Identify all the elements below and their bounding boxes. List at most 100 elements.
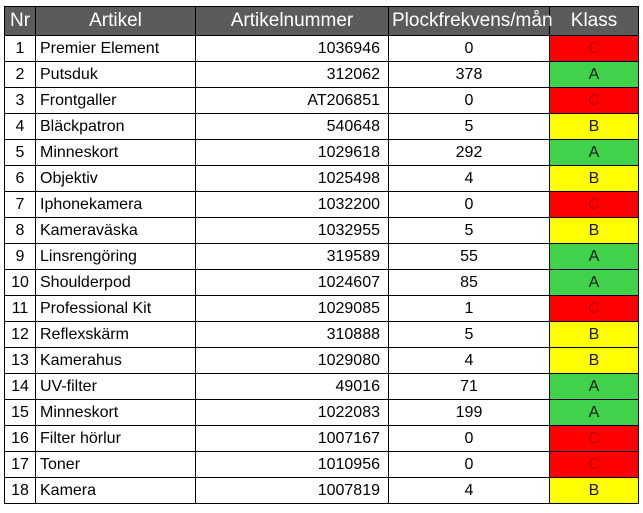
artikelnummer-cell: 1007167 [195, 425, 389, 452]
plockfrekvens-cell: 0 [388, 87, 550, 114]
nr-cell: 18 [4, 477, 36, 504]
artikel-cell: Iphonekamera [35, 191, 196, 218]
artikelnummer-cell: 1024607 [195, 269, 389, 296]
header-artikelnummer: Artikelnummer [195, 6, 389, 36]
artikel-cell: Reflexskärm [35, 321, 196, 348]
klass-cell: A [549, 61, 639, 88]
nr-cell: 4 [4, 113, 36, 140]
nr-cell: 15 [4, 399, 36, 426]
abc-classification-table: Nr Artikel Artikelnummer Plockfrekvens/m… [4, 6, 639, 504]
plockfrekvens-cell: 1 [388, 295, 550, 322]
plockfrekvens-cell: 4 [388, 477, 550, 504]
table-row: 1 Premier Element 1036946 0 C [4, 35, 639, 62]
nr-cell: 3 [4, 87, 36, 114]
artikel-cell: Kamerahus [35, 347, 196, 374]
table-row: 7 Iphonekamera 1032200 0 C [4, 191, 639, 218]
plockfrekvens-cell: 0 [388, 35, 550, 62]
nr-cell: 6 [4, 165, 36, 192]
plockfrekvens-cell: 71 [388, 373, 550, 400]
table-row: 8 Kameraväska 1032955 5 B [4, 217, 639, 244]
artikel-cell: Putsduk [35, 61, 196, 88]
artikelnummer-cell: 1029618 [195, 139, 389, 166]
plockfrekvens-cell: 5 [388, 321, 550, 348]
artikelnummer-cell: 1029085 [195, 295, 389, 322]
klass-cell: C [549, 295, 639, 322]
klass-cell: C [549, 87, 639, 114]
nr-cell: 14 [4, 373, 36, 400]
artikelnummer-cell: 1010956 [195, 451, 389, 478]
klass-cell: C [549, 35, 639, 62]
table-row: 5 Minneskort 1029618 292 A [4, 139, 639, 166]
artikelnummer-cell: 1032200 [195, 191, 389, 218]
klass-cell: B [549, 165, 639, 192]
table-row: 11 Professional Kit 1029085 1 C [4, 295, 639, 322]
table-row: 3 Frontgaller AT206851 0 C [4, 87, 639, 114]
klass-cell: A [549, 139, 639, 166]
table-row: 6 Objektiv 1025498 4 B [4, 165, 639, 192]
table-row: 2 Putsduk 312062 378 A [4, 61, 639, 88]
table-row: 9 Linsrengöring 319589 55 A [4, 243, 639, 270]
artikel-cell: Filter hörlur [35, 425, 196, 452]
table-row: 10 Shoulderpod 1024607 85 A [4, 269, 639, 296]
table-row: 12 Reflexskärm 310888 5 B [4, 321, 639, 348]
klass-cell: B [549, 477, 639, 504]
klass-cell: A [549, 373, 639, 400]
plockfrekvens-cell: 85 [388, 269, 550, 296]
artikelnummer-cell: AT206851 [195, 87, 389, 114]
artikel-cell: Kameraväska [35, 217, 196, 244]
nr-cell: 11 [4, 295, 36, 322]
table-row: 15 Minneskort 1022083 199 A [4, 399, 639, 426]
table-body: 1 Premier Element 1036946 0 C 2 Putsduk 312062 3… [4, 35, 639, 504]
nr-cell: 9 [4, 243, 36, 270]
plockfrekvens-cell: 378 [388, 61, 550, 88]
artikel-cell: Premier Element [35, 35, 196, 62]
artikel-cell: Minneskort [35, 139, 196, 166]
header-plockfrekvens: Plockfrekvens/mån [388, 6, 553, 36]
plockfrekvens-cell: 199 [388, 399, 550, 426]
nr-cell: 7 [4, 191, 36, 218]
artikel-cell: Kamera [35, 477, 196, 504]
table-row: 14 UV-filter 49016 71 A [4, 373, 639, 400]
nr-cell: 5 [4, 139, 36, 166]
plockfrekvens-cell: 4 [388, 347, 550, 374]
plockfrekvens-cell: 4 [388, 165, 550, 192]
nr-cell: 8 [4, 217, 36, 244]
klass-cell: A [549, 269, 639, 296]
header-artikel: Artikel [35, 6, 196, 36]
plockfrekvens-cell: 5 [388, 217, 550, 244]
klass-cell: B [549, 347, 639, 374]
nr-cell: 12 [4, 321, 36, 348]
artikel-cell: Toner [35, 451, 196, 478]
artikelnummer-cell: 1036946 [195, 35, 389, 62]
artikel-cell: Linsrengöring [35, 243, 196, 270]
plockfrekvens-cell: 0 [388, 425, 550, 452]
table-row: 18 Kamera 1007819 4 B [4, 477, 639, 504]
nr-cell: 13 [4, 347, 36, 374]
plockfrekvens-cell: 55 [388, 243, 550, 270]
klass-cell: B [549, 113, 639, 140]
klass-cell: A [549, 399, 639, 426]
artikelnummer-cell: 310888 [195, 321, 389, 348]
nr-cell: 2 [4, 61, 36, 88]
artikelnummer-cell: 1025498 [195, 165, 389, 192]
artikel-cell: Professional Kit [35, 295, 196, 322]
plockfrekvens-cell: 292 [388, 139, 550, 166]
plockfrekvens-cell: 5 [388, 113, 550, 140]
artikel-cell: Shoulderpod [35, 269, 196, 296]
table-row: 17 Toner 1010956 0 C [4, 451, 639, 478]
artikel-cell: Bläckpatron [35, 113, 196, 140]
table-row: 4 Bläckpatron 540648 5 B [4, 113, 639, 140]
artikelnummer-cell: 1007819 [195, 477, 389, 504]
table-row: 13 Kamerahus 1029080 4 B [4, 347, 639, 374]
klass-cell: B [549, 321, 639, 348]
artikel-cell: Minneskort [35, 399, 196, 426]
header-klass: Klass [549, 6, 639, 36]
artikelnummer-cell: 1032955 [195, 217, 389, 244]
klass-cell: B [549, 217, 639, 244]
artikelnummer-cell: 1022083 [195, 399, 389, 426]
artikel-cell: Frontgaller [35, 87, 196, 114]
header-row: Nr Artikel Artikelnummer Plockfrekvens/m… [4, 6, 639, 36]
klass-cell: C [549, 191, 639, 218]
artikelnummer-cell: 319589 [195, 243, 389, 270]
klass-cell: A [549, 243, 639, 270]
